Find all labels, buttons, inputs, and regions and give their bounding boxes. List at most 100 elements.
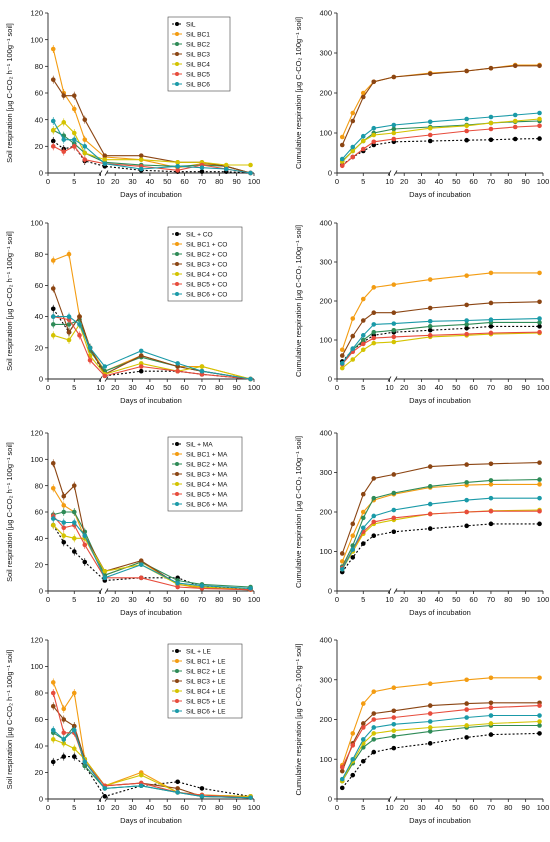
x-tick-label: 80 <box>215 177 223 186</box>
legend-marker <box>175 242 179 246</box>
legend-marker <box>175 452 179 456</box>
data-point <box>464 137 469 143</box>
data-point <box>350 772 356 778</box>
y-tick-label: 100 <box>30 662 43 671</box>
y-tick-label: 400 <box>319 429 332 438</box>
data-point <box>488 675 494 681</box>
data-point <box>175 164 180 169</box>
legend-label: SiL BC6 + MA <box>186 501 228 508</box>
legend-label: SiL BC5 + LE <box>186 698 226 705</box>
x-tick-label: 50 <box>163 383 171 392</box>
data-point <box>360 146 366 152</box>
data-point <box>50 690 56 696</box>
x-tick-label: 40 <box>146 595 154 604</box>
x-tick-label: 5 <box>361 595 365 604</box>
x-tick-label: 60 <box>469 803 477 812</box>
data-point <box>488 521 494 527</box>
series-line-5 <box>341 118 540 163</box>
series-line-4 <box>52 79 251 174</box>
data-point <box>427 725 433 730</box>
x-tick-label: 30 <box>417 177 425 186</box>
data-point <box>427 703 433 708</box>
data-point <box>464 715 469 720</box>
data-point <box>175 790 180 795</box>
series-line-3 <box>53 511 251 588</box>
x-tick-label: 0 <box>46 177 50 186</box>
data-point <box>360 701 366 706</box>
axis-break-mark <box>387 588 392 594</box>
y-tick-label: 0 <box>328 169 332 178</box>
x-tick-label: 90 <box>232 595 240 604</box>
data-point <box>87 345 93 351</box>
data-point <box>391 728 397 733</box>
data-point <box>537 713 542 718</box>
y-tick-label: 300 <box>319 675 332 684</box>
x-tick-label: 70 <box>487 383 495 392</box>
data-point <box>61 525 67 531</box>
data-point <box>175 779 180 785</box>
data-point <box>50 118 56 124</box>
data-point <box>464 318 469 323</box>
legend-marker <box>175 292 179 296</box>
data-point <box>537 719 542 724</box>
data-point <box>512 118 518 124</box>
data-point <box>427 511 433 517</box>
data-point <box>138 348 144 354</box>
y-tick-label: 120 <box>30 429 43 438</box>
data-point <box>427 741 433 746</box>
data-point <box>464 735 469 740</box>
series-line-2 <box>52 48 251 174</box>
data-point <box>199 583 205 589</box>
legend-label: SiL BC4 + MA <box>186 481 228 488</box>
data-point <box>102 157 108 162</box>
y-tick-label: 400 <box>319 219 332 228</box>
data-point <box>427 719 433 724</box>
chart-panel-6: 0 100 200 300 400 0 5 10 20 30 40 50 60 70 80 90 100 Days… <box>294 429 549 617</box>
data-point <box>488 700 494 706</box>
data-point <box>512 63 518 69</box>
x-tick-label: 90 <box>521 803 529 812</box>
x-tick-label: 90 <box>232 803 240 812</box>
x-axis-label: Days of incubation <box>409 190 471 199</box>
y-tick-label: 300 <box>319 49 332 58</box>
x-tick-label: 10 <box>96 803 104 812</box>
x-tick-label: 70 <box>198 383 206 392</box>
x-tick-label: 50 <box>452 177 460 186</box>
data-point <box>50 333 56 338</box>
data-point <box>138 575 144 581</box>
y-axis-label: Soil respiration [µg C-CO₂ h⁻¹ 100g⁻¹ so… <box>5 23 14 163</box>
chart-panel-5: 0 20 40 60 80 100 120 0 5 10 20 30 40 50 60 70 80 90 100 Da… <box>5 429 260 617</box>
data-point <box>371 689 377 694</box>
data-point <box>360 541 366 546</box>
legend-label: SiL BC5 + CO <box>186 281 227 288</box>
data-point <box>391 529 397 535</box>
data-point <box>248 376 253 382</box>
legend-label: SiL BC6 + LE <box>186 708 226 715</box>
data-point <box>339 365 345 371</box>
x-tick-label: 40 <box>435 595 443 604</box>
x-tick-label: 70 <box>198 177 206 186</box>
axis-break-mark <box>98 376 103 382</box>
axis-break-mark <box>104 588 109 594</box>
data-point <box>464 331 469 337</box>
data-point <box>50 306 56 312</box>
data-point <box>427 138 433 144</box>
data-point <box>102 153 108 158</box>
legend-label: SiL BC4 + CO <box>186 271 227 278</box>
x-tick-label: 5 <box>361 177 365 186</box>
x-tick-label: 30 <box>417 383 425 392</box>
data-point <box>82 144 88 149</box>
data-point <box>427 464 433 469</box>
data-point <box>391 472 397 477</box>
legend-marker <box>175 22 179 26</box>
data-point <box>61 509 67 515</box>
data-point <box>427 132 433 138</box>
y-tick-label: 120 <box>30 636 43 645</box>
data-point <box>391 310 397 316</box>
data-point <box>488 120 494 126</box>
data-point <box>360 341 366 347</box>
data-point <box>427 327 433 333</box>
data-point <box>339 768 345 774</box>
data-point <box>102 575 108 581</box>
chart-panel-8: 0 100 200 300 400 0 5 10 20 30 40 50 60 70 80 90 100 Days… <box>294 636 549 825</box>
